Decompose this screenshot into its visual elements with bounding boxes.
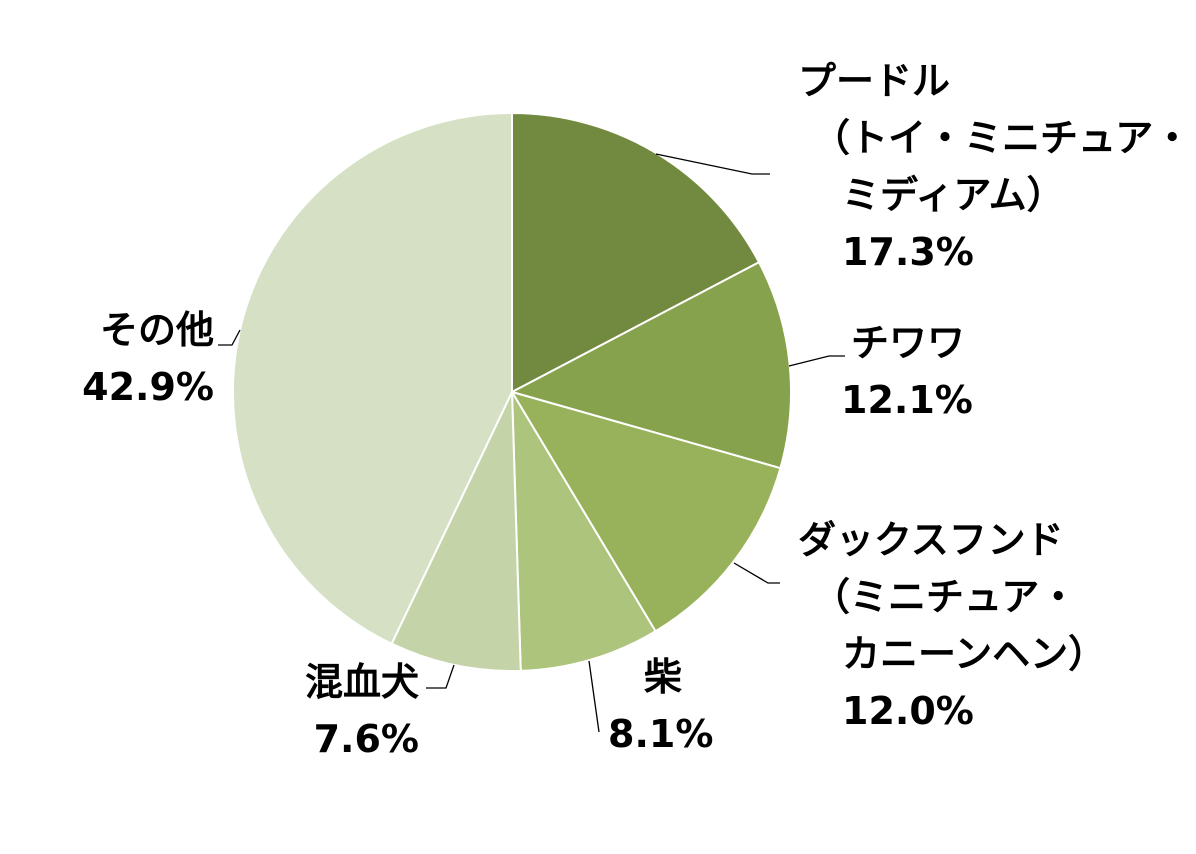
slice-name-label: チワワ [851, 321, 965, 365]
slice-name-label: ミディアム） [842, 173, 1065, 217]
pie-slice [511, 261, 792, 470]
leader-line [426, 664, 455, 689]
leader-line [655, 153, 770, 175]
leader-line [588, 660, 600, 733]
slice-value-label: 7.6% [314, 717, 419, 761]
slice-name-label: 柴 [644, 655, 682, 699]
slice-labels: プードル （トイ・ミニチュア・ミディアム） 17.3% チワワ 12.1% ダックスフンド… [82, 59, 1191, 761]
slice-value-label: 17.3% [842, 230, 974, 274]
pie-slices [231, 112, 792, 672]
slice-name-label: （ミニチュア・ [812, 575, 1077, 619]
slice-name-label: カニーンヘン） [842, 632, 1106, 676]
slice-name-label: その他 [100, 308, 214, 352]
slice-label: 混血犬 7.6% [305, 660, 419, 761]
slice-label: チワワ 12.1% [841, 321, 973, 422]
slice-value-label: 12.1% [841, 378, 973, 422]
slice-label: その他 42.9% [82, 308, 214, 409]
slice-name-label: （トイ・ミニチュア・ [812, 116, 1191, 160]
pie-slice [511, 391, 657, 672]
slice-value-label: 12.0% [842, 689, 974, 733]
slice-value-label: 8.1% [608, 712, 713, 756]
slice-name-label: プードル [798, 59, 950, 103]
slice-label: ダックスフンド （ミニチュア・カニーンヘン） 12.0% [798, 518, 1106, 733]
slice-label: 柴 8.1% [608, 655, 713, 756]
slice-value-label: 42.9% [82, 365, 214, 409]
leader-lines [218, 153, 845, 733]
pie-slice [511, 391, 782, 633]
leader-line [733, 562, 780, 584]
slice-name-label: ダックスフンド [798, 518, 1064, 562]
pie-slice [390, 391, 522, 672]
slice-label: プードル （トイ・ミニチュア・ミディアム） 17.3% [798, 59, 1191, 274]
leader-line [788, 355, 845, 367]
leader-line [218, 329, 241, 346]
pie-slice [511, 112, 760, 393]
slice-name-label: 混血犬 [305, 660, 419, 704]
